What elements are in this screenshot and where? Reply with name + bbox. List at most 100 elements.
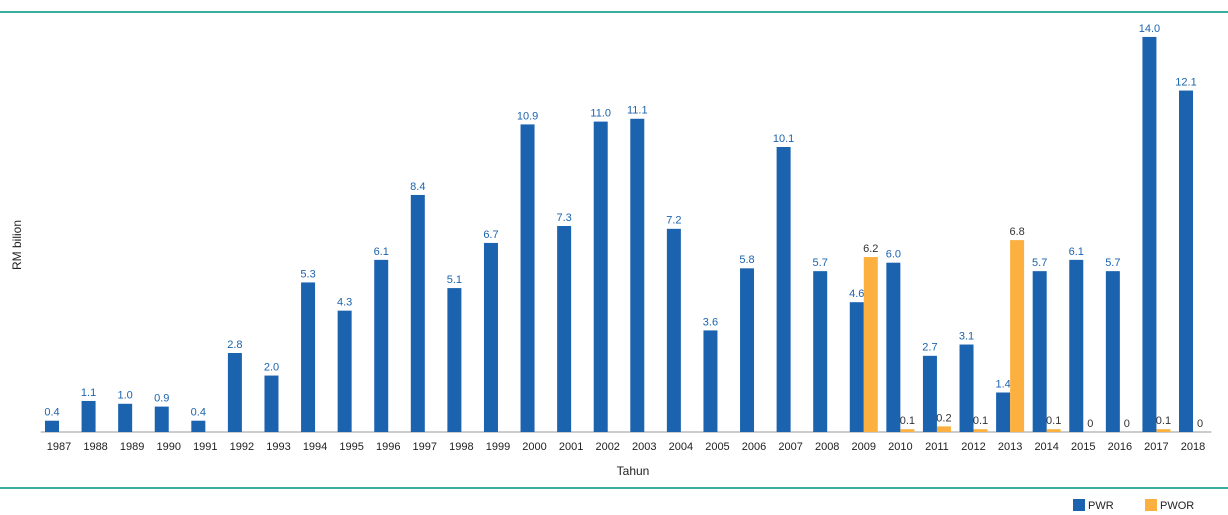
- bar: [374, 259, 389, 432]
- bar: [1156, 429, 1171, 432]
- x-tick-label: 1998: [449, 441, 473, 453]
- value-label: 5.3: [300, 268, 315, 280]
- bar: [227, 352, 242, 432]
- value-label: 5.7: [813, 257, 828, 269]
- bar: [1179, 90, 1194, 432]
- x-tick-label: 2009: [852, 441, 876, 453]
- value-label: 0.4: [191, 407, 206, 419]
- x-tick-label: 2012: [961, 441, 985, 453]
- value-label: 3.6: [703, 316, 718, 328]
- bar: [81, 400, 96, 432]
- value-label: 0.1: [973, 415, 988, 427]
- x-tick-label: 2013: [998, 441, 1022, 453]
- bar: [863, 257, 878, 432]
- x-tick-label: 1990: [156, 441, 180, 453]
- x-tick-label: 2004: [669, 441, 693, 453]
- x-tick-label: 1994: [303, 441, 327, 453]
- bar: [337, 310, 352, 432]
- bar: [1032, 271, 1047, 432]
- value-label: 8.4: [410, 181, 425, 193]
- bar: [447, 288, 462, 432]
- value-label: 0: [1124, 418, 1130, 430]
- value-label: 6.8: [1009, 226, 1024, 238]
- value-label: 6.7: [483, 229, 498, 241]
- bar: [301, 282, 316, 432]
- bar: [740, 268, 755, 432]
- x-tick-label: 1996: [376, 441, 400, 453]
- value-label: 6.0: [886, 249, 901, 261]
- x-tick-label: 2002: [595, 441, 619, 453]
- x-tick-label: 1995: [339, 441, 363, 453]
- x-tick-label: 2008: [815, 441, 839, 453]
- x-axis-title: Tahun: [617, 464, 650, 478]
- value-label: 1.1: [81, 387, 96, 399]
- x-tick-label: 2015: [1071, 441, 1095, 453]
- value-label: 7.3: [556, 212, 571, 224]
- y-axis-title: RM bilion: [10, 220, 24, 270]
- value-label: 0.1: [900, 415, 915, 427]
- value-label: 4.6: [849, 288, 864, 300]
- bar: [630, 118, 645, 432]
- bar: [154, 406, 169, 432]
- x-tick-label: 2011: [925, 441, 949, 453]
- x-tick-label: 1989: [120, 441, 144, 453]
- value-label: 2.0: [264, 361, 279, 373]
- bar: [1069, 259, 1084, 432]
- value-label: 0.2: [936, 412, 951, 424]
- value-label: 4.3: [337, 297, 352, 309]
- value-label: 7.2: [666, 215, 681, 227]
- bar: [849, 302, 864, 432]
- value-label: 1.0: [118, 390, 133, 402]
- bar: [557, 226, 572, 432]
- x-tick-label: 1992: [230, 441, 254, 453]
- bar: [666, 228, 681, 432]
- x-tick-label: 2000: [522, 441, 546, 453]
- x-tick-label: 2007: [778, 441, 802, 453]
- x-tick-label: 2010: [888, 441, 912, 453]
- bar: [959, 344, 974, 432]
- value-label: 14.0: [1139, 23, 1160, 35]
- value-label: 5.1: [447, 274, 462, 286]
- bar: [922, 355, 937, 432]
- bar: [483, 242, 498, 432]
- x-tick-label: 1997: [413, 441, 437, 453]
- value-label: 6.1: [374, 246, 389, 258]
- bar: [44, 420, 59, 432]
- bar: [264, 375, 279, 432]
- bar: [1046, 429, 1061, 432]
- bar: [936, 426, 951, 432]
- value-label: 5.8: [739, 254, 754, 266]
- value-label: 0.1: [1046, 415, 1061, 427]
- legend-label: PWOR: [1160, 500, 1194, 512]
- bar: [1105, 271, 1120, 432]
- x-tick-label: 1991: [193, 441, 217, 453]
- x-tick-label: 2001: [559, 441, 583, 453]
- bar: [118, 403, 133, 432]
- bar: [703, 330, 718, 432]
- bar: [520, 124, 535, 433]
- value-label: 0.4: [44, 407, 59, 419]
- bar: [410, 194, 425, 432]
- legend-label: PWR: [1088, 500, 1114, 512]
- value-label: 6.1: [1069, 246, 1084, 258]
- x-tick-label: 2014: [1034, 441, 1058, 453]
- value-label: 2.7: [922, 342, 937, 354]
- x-tick-label: 2003: [632, 441, 656, 453]
- value-label: 1.4: [995, 378, 1010, 390]
- x-tick-label: 1988: [83, 441, 107, 453]
- legend-swatch: [1145, 499, 1157, 511]
- x-tick-label: 1999: [486, 441, 510, 453]
- x-tick-label: 1987: [47, 441, 71, 453]
- value-label: 11.1: [627, 105, 648, 117]
- x-tick-label: 2016: [1108, 441, 1132, 453]
- bar: [191, 420, 206, 432]
- bar: [973, 429, 988, 432]
- value-label: 11.0: [590, 107, 611, 119]
- bar: [996, 392, 1011, 432]
- value-label: 2.8: [227, 339, 242, 351]
- value-label: 0.9: [154, 393, 169, 405]
- bar: [1010, 240, 1025, 432]
- value-label: 0.1: [1156, 415, 1171, 427]
- value-label: 0: [1087, 418, 1093, 430]
